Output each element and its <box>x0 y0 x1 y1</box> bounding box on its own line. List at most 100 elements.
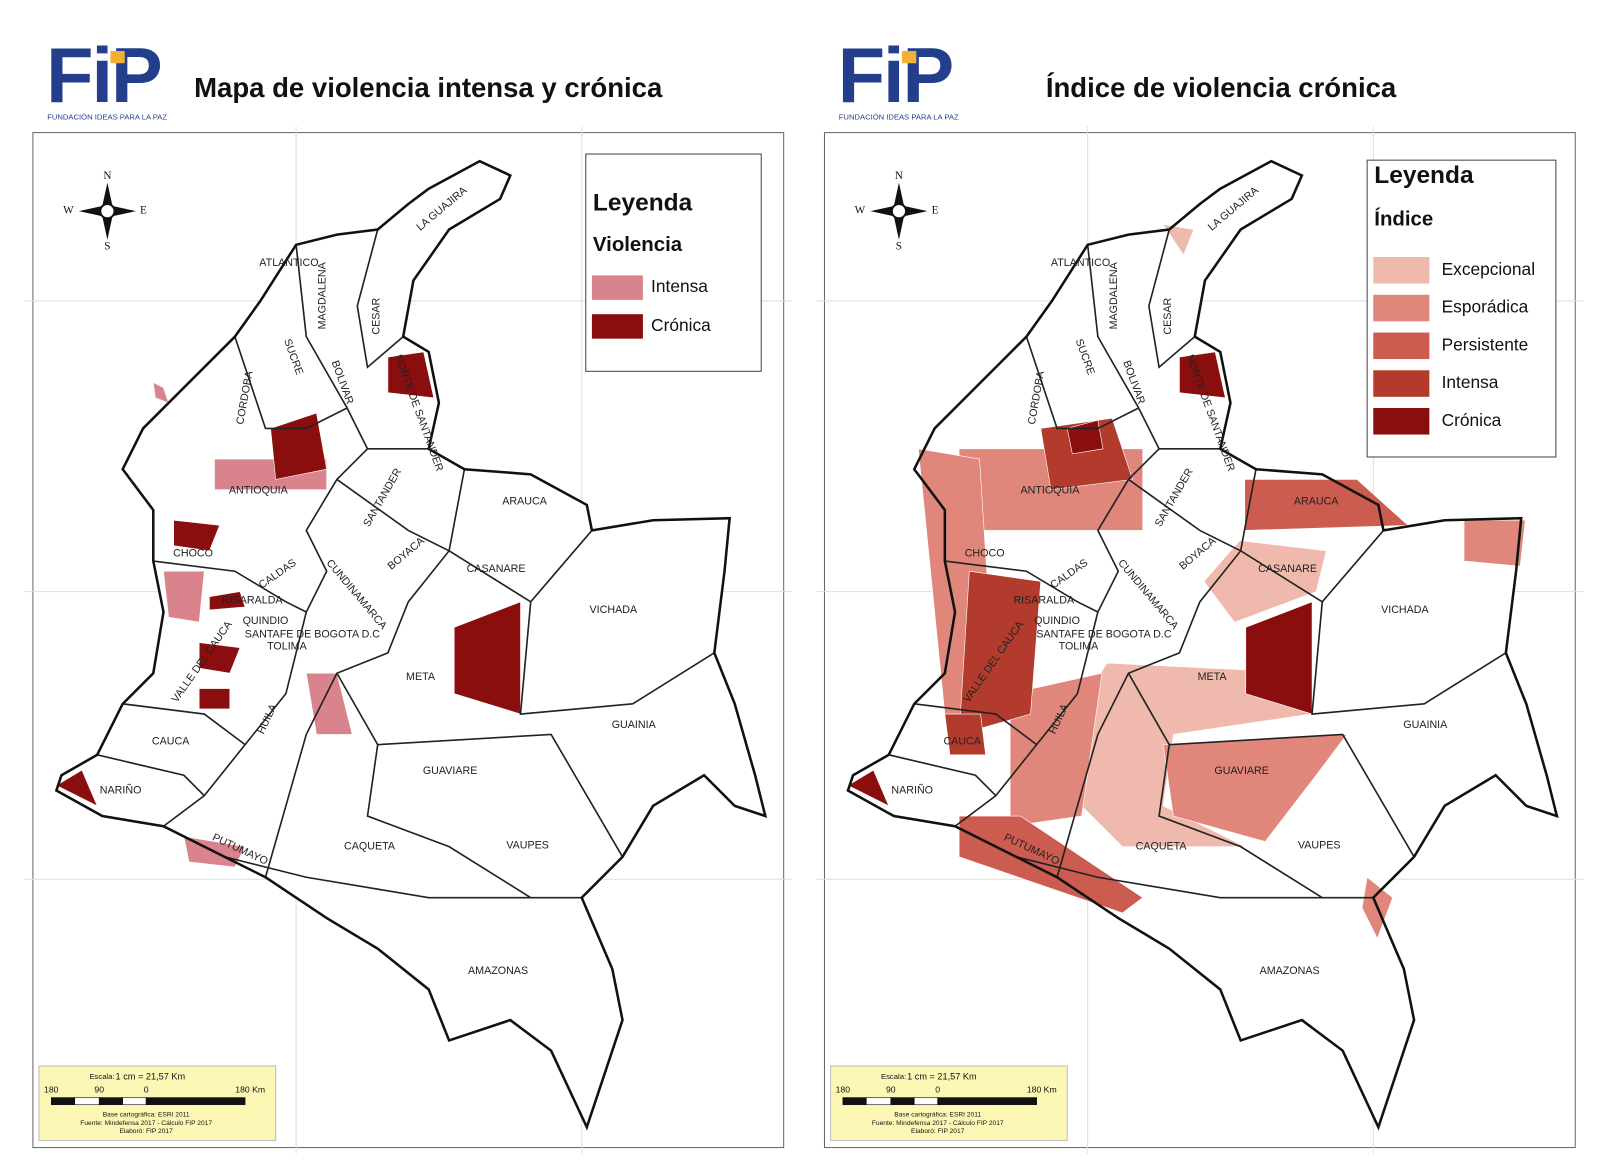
scale-credit: Base cartográfica: ESRI 2011 <box>103 1112 190 1119</box>
department-label: VAUPES <box>1298 839 1341 851</box>
department-label: META <box>406 671 436 683</box>
violence-area <box>1463 519 1526 567</box>
department-border <box>519 601 715 715</box>
scale-bar <box>74 1097 100 1106</box>
legend-swatch <box>1373 294 1430 322</box>
department-label: CESAR <box>1162 298 1174 335</box>
department-label: CHOCO <box>173 548 213 560</box>
compass-center <box>890 202 908 220</box>
department-border <box>224 856 531 899</box>
scale-title: Escala: <box>89 1072 114 1081</box>
legend-swatch <box>591 275 643 300</box>
scale-tick: 180 <box>44 1085 59 1095</box>
department-border <box>1148 229 1196 369</box>
department-border <box>944 560 1099 613</box>
department-label: GUAINIA <box>1403 719 1448 731</box>
compass-east: E <box>140 205 147 217</box>
legend-swatch <box>1373 370 1430 397</box>
scale-bar <box>122 1097 147 1106</box>
department-label: CHOCO <box>965 548 1005 560</box>
department-label: SANTAFE DE BOGOTA D.C <box>1036 628 1171 640</box>
compass-south: S <box>104 240 110 252</box>
department-label: CAUCA <box>943 735 981 747</box>
department-border <box>153 560 307 613</box>
department-label: NARIÑO <box>100 783 142 796</box>
violence-area <box>1009 672 1103 827</box>
department-label: CAQUETA <box>344 840 396 852</box>
legend-subtitle: Índice <box>1374 208 1433 231</box>
department-label: TOLIMA <box>1059 641 1100 653</box>
department-border <box>336 478 450 552</box>
legend-label: Crónica <box>1442 410 1502 430</box>
department-label: VICHADA <box>1381 604 1429 616</box>
department-label: ANTIOQUIA <box>229 484 289 496</box>
department-label: TOLIMA <box>267 641 308 653</box>
scale-credit: Fuente: Mindefensa 2017 - Cálculo FIP 20… <box>80 1120 212 1127</box>
department-label: GUAVIARE <box>1214 765 1269 777</box>
scale-bar <box>913 1097 939 1106</box>
scale-ratio: 1 cm = 21,57 Km <box>116 1072 186 1082</box>
department-label: AMAZONAS <box>468 965 528 977</box>
violence-area <box>1203 540 1327 623</box>
department-label: MAGDALENA <box>316 261 328 329</box>
department-label: RISARALDA <box>1013 595 1075 607</box>
department-border <box>1016 856 1323 899</box>
scale-tick: 90 <box>94 1085 104 1095</box>
department-border <box>888 754 997 797</box>
department-border <box>366 744 582 899</box>
scale-bar <box>865 1097 892 1106</box>
logo-mark: FiP <box>46 33 161 119</box>
country-outline <box>56 161 766 1128</box>
compass-north: N <box>103 170 111 182</box>
legend-box <box>585 153 762 372</box>
department-label: AMAZONAS <box>1260 965 1320 977</box>
department-border <box>1127 672 1415 858</box>
violence-area <box>958 815 1144 914</box>
department-border <box>1158 744 1374 899</box>
scale-bar <box>98 1097 123 1106</box>
logo-caption: FUNDACIÓN IDEAS PARA LA PAZ <box>839 112 959 121</box>
violence-area <box>847 769 890 807</box>
violence-area <box>1162 223 1195 256</box>
panel-title: Mapa de violencia intensa y crónica <box>194 72 663 103</box>
department-border <box>1311 601 1507 715</box>
department-border <box>356 229 404 369</box>
department-label: CAUCA <box>152 735 190 747</box>
violence-area <box>305 672 353 735</box>
compass-north: N <box>895 170 903 182</box>
department-label: GUAINIA <box>612 719 657 731</box>
legend-swatch <box>1373 332 1430 360</box>
legend-label: Intensa <box>651 276 708 296</box>
compass-west: W <box>855 205 866 217</box>
legend-title: Leyenda <box>593 189 693 216</box>
department-label: SANTAFE DE BOGOTA D.C <box>245 628 380 640</box>
scale-bar <box>145 1097 246 1106</box>
scale-ratio: 1 cm = 21,57 Km <box>907 1072 977 1082</box>
violence-area <box>387 351 435 399</box>
violence-area <box>173 519 221 552</box>
violence-area <box>163 570 205 623</box>
logo-caption: FUNDACIÓN IDEAS PARA LA PAZ <box>47 112 167 121</box>
department-label: CASANARE <box>467 563 526 575</box>
scale-tick: 180 Km <box>1027 1085 1057 1095</box>
scale-credit: Fuente: Mindefensa 2017 - Cálculo FIP 20… <box>872 1120 1004 1127</box>
violence-area <box>198 642 241 674</box>
violence-area <box>1040 417 1133 490</box>
department-label: VICHADA <box>590 604 638 616</box>
department-border <box>234 336 348 430</box>
legend-label: Excepcional <box>1442 259 1535 279</box>
scale-bar <box>890 1097 915 1106</box>
department-border <box>914 703 1038 746</box>
scale-tick: 90 <box>886 1085 896 1095</box>
violence-area <box>198 688 231 710</box>
scale-bar <box>842 1097 867 1106</box>
compass-south: S <box>896 240 902 252</box>
department-border <box>1127 478 1242 552</box>
scale-tick: 180 <box>836 1085 851 1095</box>
legend-swatch <box>1373 408 1430 435</box>
scale-tick: 180 Km <box>235 1085 265 1095</box>
